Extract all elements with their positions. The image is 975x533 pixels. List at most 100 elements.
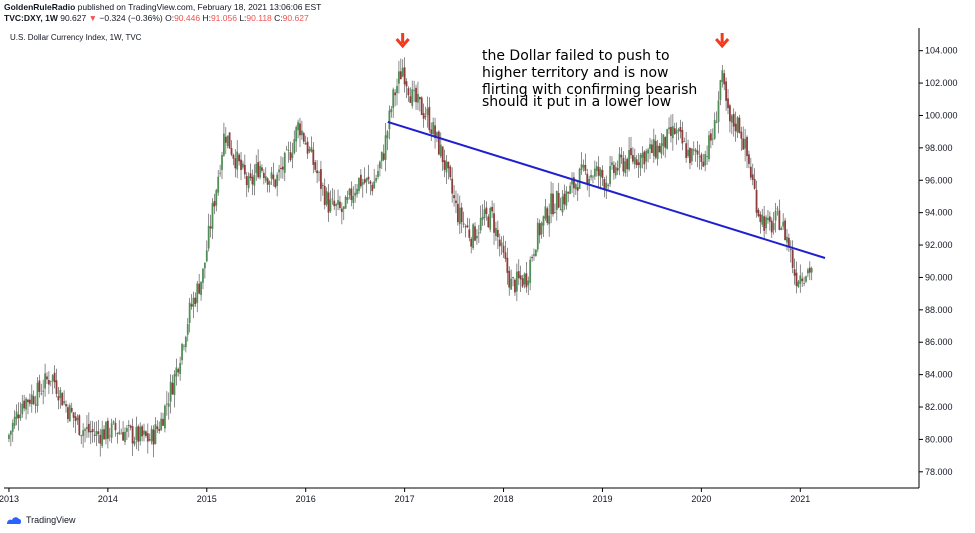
- candle-body: [496, 229, 499, 238]
- candle-body: [546, 208, 549, 223]
- candle-body: [133, 440, 136, 445]
- candle-body: [167, 403, 170, 407]
- candle-body: [38, 380, 41, 392]
- candle-body: [470, 238, 473, 247]
- candle-body: [495, 227, 497, 237]
- candle-body: [323, 185, 326, 205]
- y-tick-label: 92.000: [925, 240, 953, 250]
- candle-body: [468, 229, 471, 238]
- candle-body: [184, 336, 187, 348]
- candle-body: [519, 275, 522, 280]
- candle-body: [607, 184, 610, 186]
- candle-body: [548, 215, 551, 225]
- y-tick-label: 96.000: [925, 175, 953, 185]
- plot-area[interactable]: [4, 28, 919, 488]
- candle-body: [761, 214, 764, 225]
- candle-body: [668, 127, 670, 130]
- annotation-line-1: the Dollar failed to push to: [482, 48, 670, 64]
- candle-body: [666, 129, 669, 149]
- trendline-group[interactable]: [387, 120, 826, 259]
- candle-body: [310, 147, 313, 152]
- candle-body: [352, 196, 355, 203]
- candle-body: [228, 132, 231, 149]
- candle-body: [316, 170, 319, 174]
- trendline[interactable]: [387, 120, 826, 259]
- candle-body: [403, 67, 406, 85]
- candle-body: [749, 166, 752, 178]
- annotation-text[interactable]: the Dollar failed to push to higher terr…: [482, 48, 697, 110]
- candle-body: [230, 148, 233, 155]
- candle-body: [721, 70, 724, 82]
- candle-body: [540, 222, 543, 235]
- candle-body: [512, 277, 514, 279]
- candle-body: [274, 179, 277, 188]
- candle-body: [380, 151, 383, 162]
- publish-info: GoldenRuleRadio published on TradingView…: [4, 2, 321, 12]
- candle-body: [9, 431, 12, 435]
- candle-body: [586, 173, 589, 184]
- candle-body: [487, 216, 490, 228]
- candle-body: [474, 226, 476, 241]
- candle-body: [563, 193, 566, 205]
- candle-body: [504, 252, 507, 259]
- candle-body: [656, 145, 659, 160]
- candle-body: [36, 382, 39, 407]
- candle-body: [93, 434, 96, 436]
- candle-body: [217, 176, 220, 193]
- candle-body: [194, 297, 197, 304]
- candle-body: [148, 439, 151, 441]
- candle-body: [510, 278, 513, 290]
- price-axis[interactable]: 78.000 80.000 82.000 84.000 86.000 88.000 90.0…: [918, 28, 958, 488]
- annotation-line-4: should it put in a lower low: [482, 94, 671, 110]
- candle-body: [706, 156, 708, 157]
- candle-body: [700, 154, 703, 162]
- y-tick-label: 102.000: [925, 78, 958, 88]
- candles-group: [8, 57, 813, 458]
- tradingview-brand[interactable]: TradingView: [6, 515, 76, 525]
- candle-body: [620, 155, 623, 158]
- candle-body: [611, 162, 613, 166]
- candle-body: [49, 380, 52, 382]
- author-name[interactable]: GoldenRuleRadio: [4, 2, 76, 12]
- candle-body: [810, 268, 813, 273]
- candle-body: [664, 137, 667, 148]
- candle-body: [744, 138, 747, 149]
- candle-body: [302, 133, 305, 142]
- candle-body: [426, 108, 429, 116]
- candle-body: [441, 146, 444, 163]
- candle-body: [249, 173, 252, 179]
- candle-body: [439, 144, 442, 157]
- candle-body: [243, 164, 246, 175]
- candle-body: [72, 412, 75, 418]
- candle-body: [169, 381, 172, 402]
- y-tick-label: 82.000: [925, 402, 953, 412]
- candle-body: [502, 245, 505, 253]
- candle-body: [354, 192, 357, 196]
- candle-body: [786, 236, 788, 243]
- candle-body: [538, 223, 541, 236]
- candle-body: [696, 150, 699, 155]
- candle-body: [46, 376, 48, 380]
- candle-body: [477, 232, 480, 234]
- candle-body: [164, 405, 166, 429]
- candle-body: [200, 281, 202, 295]
- candle-body: [702, 161, 705, 167]
- candle-body: [150, 428, 153, 442]
- time-axis[interactable]: 2013 2014 2015 2016 2017 2018 2019 2020 2021: [0, 487, 919, 504]
- candle-body: [789, 248, 792, 250]
- high-label: H:: [202, 13, 211, 23]
- y-tick-label: 98.000: [925, 143, 953, 153]
- candle-body: [759, 214, 762, 222]
- candle-body: [297, 122, 299, 131]
- candle-body: [514, 279, 516, 293]
- candle-body: [757, 209, 760, 217]
- x-tick-label: 2018: [494, 494, 514, 504]
- candle-body: [662, 134, 665, 147]
- candle-body: [536, 222, 539, 250]
- candle-body: [95, 431, 98, 436]
- candle-body: [87, 423, 90, 433]
- candle-body: [521, 278, 524, 287]
- candle-body: [278, 169, 280, 173]
- candle-body: [791, 249, 794, 268]
